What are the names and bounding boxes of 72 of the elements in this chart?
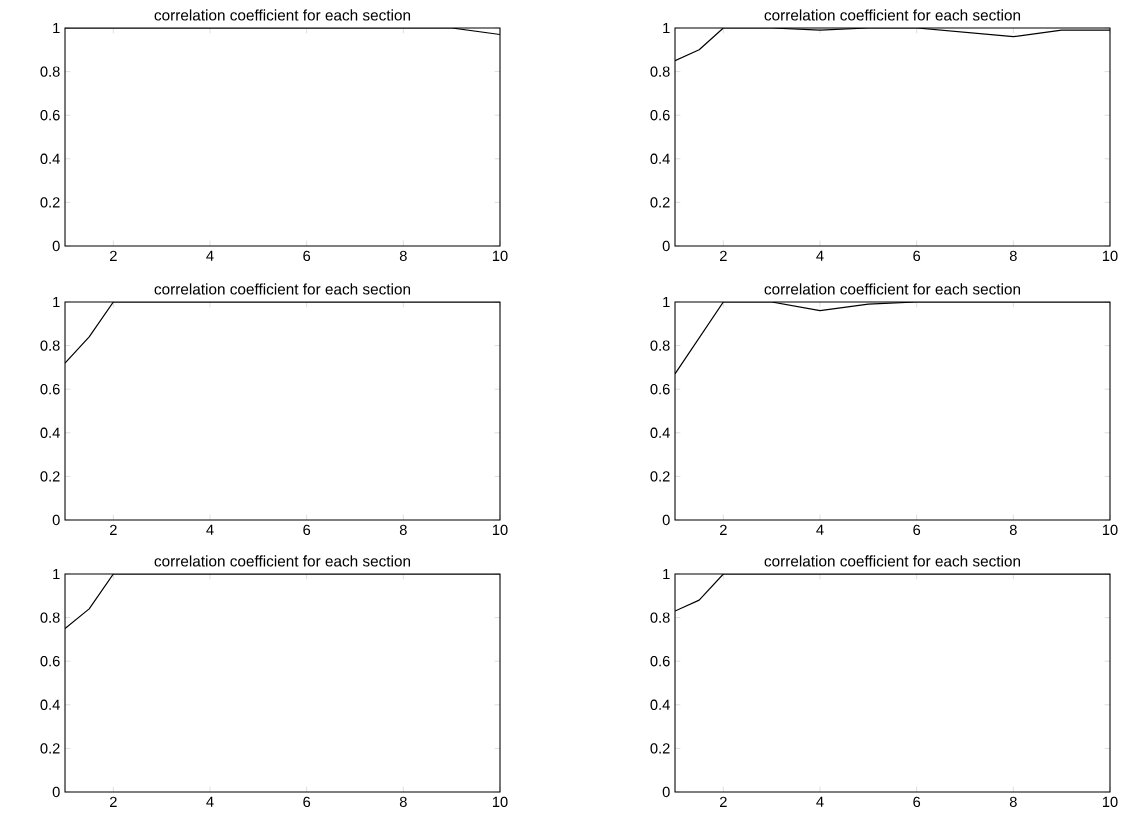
y-tick-label: 0.8 — [650, 66, 670, 77]
y-tick-label: 1 — [663, 296, 670, 308]
x-tick-label: 2 — [719, 796, 727, 807]
y-tick-label: 0.4 — [650, 427, 670, 438]
y-tick-label: 0.8 — [40, 612, 60, 623]
y-tick-label: 0 — [52, 514, 60, 526]
y-tick-label: 0.2 — [650, 197, 670, 208]
x-tick-label: 10 — [492, 796, 508, 808]
y-tick-label: 1 — [53, 296, 60, 308]
y-tick-label: 1 — [663, 22, 670, 34]
y-tick-label: 0.8 — [40, 66, 60, 77]
y-tick-label: 0.4 — [650, 153, 670, 164]
chart-title: correlation coefficient for each section — [764, 555, 1021, 567]
x-tick-label: 6 — [913, 796, 921, 808]
x-tick-label: 6 — [303, 796, 311, 808]
x-tick-label: 10 — [1102, 796, 1118, 808]
x-tick-label: 6 — [303, 524, 311, 536]
x-tick-label: 10 — [492, 250, 508, 262]
x-tick-label: 6 — [913, 524, 921, 536]
y-tick-label: 0.6 — [650, 384, 670, 395]
y-tick-label: 0.2 — [650, 471, 670, 482]
x-tick-label: 10 — [1102, 250, 1118, 262]
y-tick-label: 0 — [662, 514, 670, 526]
chart-title: correlation coefficient for each section — [764, 283, 1021, 295]
x-tick-label: 4 — [206, 250, 214, 261]
x-tick-label: 10 — [492, 524, 508, 536]
x-tick-label: 8 — [399, 250, 407, 262]
y-tick-label: 0 — [662, 240, 670, 252]
x-tick-label: 8 — [1009, 524, 1017, 536]
y-tick-label: 0.2 — [40, 743, 60, 754]
y-tick-label: 0 — [52, 240, 60, 252]
y-tick-label: 0.6 — [650, 656, 670, 667]
y-tick-label: 0.2 — [40, 471, 60, 482]
x-tick-label: 8 — [1009, 250, 1017, 262]
x-tick-label: 2 — [110, 250, 117, 261]
y-tick-label: 0.2 — [40, 197, 60, 208]
x-tick-label: 4 — [206, 524, 214, 535]
y-tick-label: 0.4 — [40, 427, 60, 438]
y-tick-label: 1 — [663, 568, 670, 580]
x-tick-label: 8 — [399, 796, 407, 808]
y-tick-label: 0.8 — [40, 340, 60, 351]
x-tick-label: 2 — [110, 524, 117, 535]
chart-title: correlation coefficient for each section — [154, 283, 411, 295]
y-tick-label: 0.6 — [40, 656, 60, 667]
y-tick-label: 0.8 — [650, 340, 670, 351]
x-tick-label: 10 — [1102, 524, 1118, 536]
x-tick-label: 6 — [303, 250, 311, 262]
y-tick-label: 0.4 — [40, 699, 60, 710]
x-tick-label: 4 — [206, 796, 214, 807]
y-tick-label: 0.2 — [650, 743, 670, 754]
x-tick-label: 2 — [110, 796, 117, 807]
chart-title: correlation coefficient for each section — [154, 555, 411, 567]
x-tick-label: 2 — [719, 250, 727, 261]
y-tick-label: 0 — [52, 786, 60, 798]
y-tick-label: 1 — [53, 568, 60, 580]
y-tick-label: 0 — [662, 786, 670, 798]
y-tick-label: 0.8 — [650, 612, 670, 623]
y-tick-label: 0.6 — [650, 110, 670, 121]
chart-title: correlation coefficient for each section — [764, 9, 1021, 21]
chart-title: correlation coefficient for each section — [154, 9, 411, 21]
x-tick-label: 8 — [399, 524, 407, 536]
x-tick-label: 4 — [816, 524, 824, 535]
y-tick-label: 0.4 — [650, 699, 670, 710]
x-tick-label: 4 — [816, 796, 824, 807]
x-tick-label: 2 — [719, 524, 727, 535]
x-tick-label: 6 — [913, 250, 921, 262]
y-tick-label: 0.4 — [40, 153, 60, 164]
y-tick-label: 0.6 — [40, 110, 60, 121]
y-tick-label: 0.6 — [40, 384, 60, 395]
y-tick-label: 1 — [53, 22, 60, 34]
x-tick-label: 4 — [816, 250, 824, 261]
x-tick-label: 8 — [1009, 796, 1017, 808]
